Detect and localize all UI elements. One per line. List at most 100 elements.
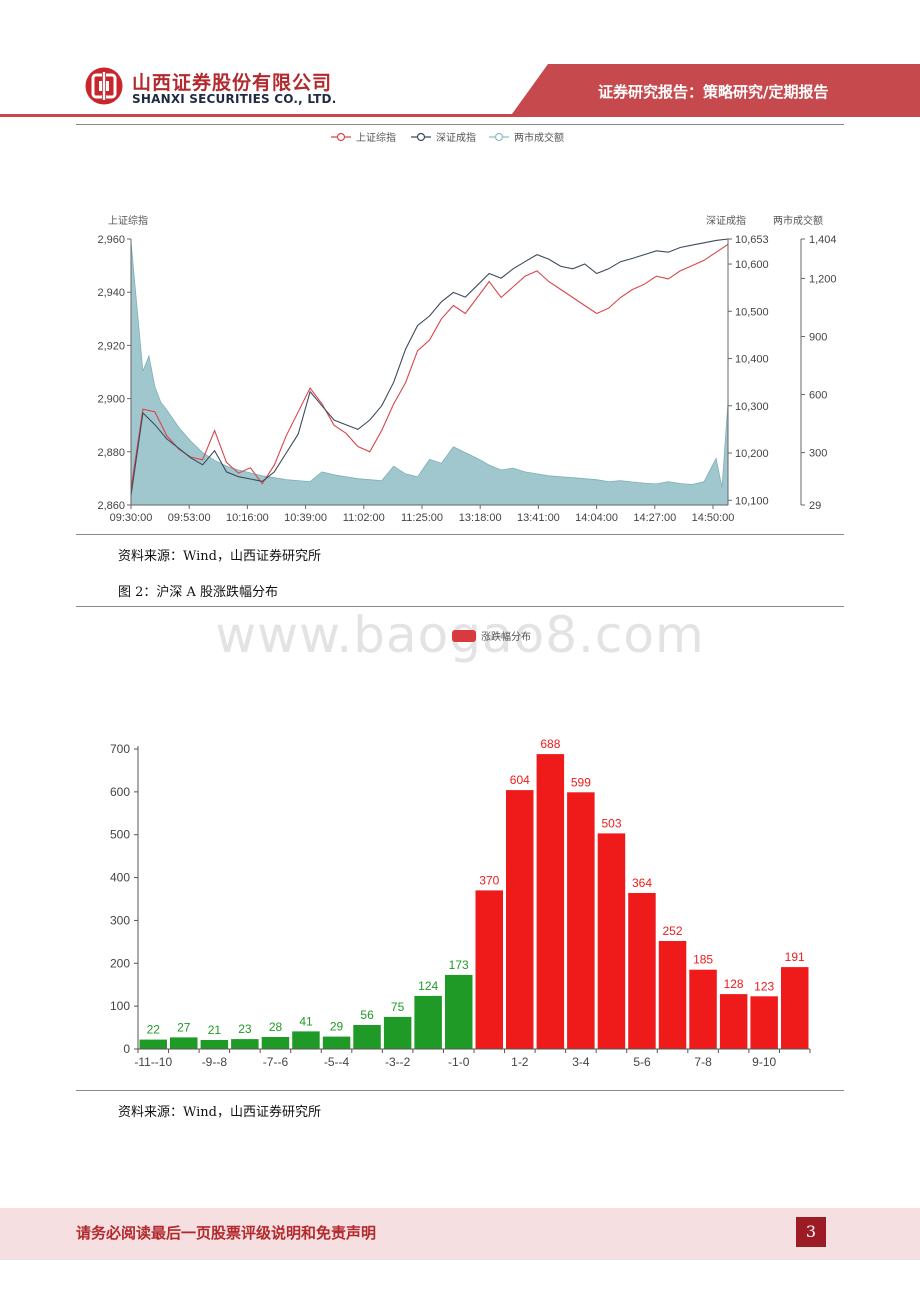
- chart1-legend: 上证综指 深证成指 两市成交额: [331, 131, 564, 144]
- right-axis-title-2: 两市成交额: [773, 214, 823, 227]
- chart1-axes: 2,860 2,880 2,900 2,920 2,940 2,960 10,100 10,2…: [97, 234, 836, 524]
- bar-value-label: 688: [540, 737, 560, 751]
- left-axis-title: 上证综指: [108, 214, 148, 227]
- figure2-bottom-rule: [76, 1090, 844, 1091]
- bar-5-6: [628, 893, 656, 1049]
- page-number: 3: [796, 1217, 826, 1247]
- company-name-en: SHANXI SECURITIES CO., LTD.: [132, 92, 337, 106]
- bar-2-3: [536, 754, 565, 1049]
- bar-value-label: 27: [177, 1020, 191, 1034]
- right1-tick-label: 10,600: [735, 259, 769, 271]
- right2-tick-label: 1,200: [809, 273, 837, 285]
- x-tick-label: 09:53:00: [168, 512, 211, 524]
- y-tick-label: 300: [110, 913, 130, 927]
- bar-value-label: 56: [360, 1008, 374, 1022]
- left-tick-label: 2,880: [97, 447, 125, 459]
- x-tick-label: -7--6: [263, 1055, 289, 1069]
- bar-value-label: 75: [391, 1000, 405, 1014]
- right2-tick-label: 1,404: [809, 234, 837, 246]
- report-type-label: 证券研究报告：策略研究/定期报告: [598, 83, 829, 101]
- turnover-area-series: [130, 241, 729, 506]
- bar--10--9: [170, 1037, 198, 1049]
- bar-value-label: 503: [601, 816, 621, 830]
- x-tick-label: 13:41:00: [517, 512, 560, 524]
- x-tick-label: 10:16:00: [226, 512, 269, 524]
- bar-value-label: 21: [208, 1023, 222, 1037]
- y-tick-label: 200: [110, 956, 130, 970]
- figure1-top-rule: [76, 124, 844, 125]
- bar--4--3: [353, 1025, 381, 1049]
- x-tick-label: -3--2: [385, 1055, 411, 1069]
- bar--6--5: [292, 1031, 320, 1049]
- x-tick-label: -9--8: [202, 1055, 228, 1069]
- legend-label-sh: 上证综指: [356, 131, 396, 144]
- bar--11--10: [139, 1039, 167, 1049]
- left-tick-label: 2,920: [97, 340, 125, 352]
- turnover-area: [130, 241, 729, 506]
- x-tick-label: 09:30:00: [110, 512, 153, 524]
- legend-label-turnover: 两市成交额: [514, 131, 564, 144]
- x-tick-label: -1-0: [448, 1055, 470, 1069]
- footer-disclaimer: 请务必阅读最后一页股票评级说明和免责声明: [76, 1224, 377, 1242]
- chart2-legend: 涨跌幅分布: [452, 630, 531, 643]
- distribution-bar-chart: 涨跌幅分布 22 27 21 23 28 41 29 56 75 124 173 370 604 688 5…: [110, 630, 811, 1069]
- y-tick-label: 400: [110, 871, 130, 885]
- bar-value-label: 173: [449, 958, 469, 972]
- x-tick-label: 13:18:00: [459, 512, 502, 524]
- figure2-top-rule: [76, 606, 844, 607]
- bar-value-label: 28: [269, 1020, 283, 1034]
- bar-value-label: 123: [754, 979, 774, 993]
- x-tick-label: -11--10: [134, 1055, 172, 1069]
- bar-series: 22 27 21 23 28 41 29 56 75 124 173 370 604 688 599 503 3…: [139, 737, 809, 1049]
- right1-tick-label: 10,500: [735, 306, 769, 318]
- bar-value-label: 185: [693, 953, 713, 967]
- y-tick-label: 700: [110, 742, 130, 756]
- left-tick-label: 2,900: [97, 394, 125, 406]
- right1-tick-label: 10,200: [735, 448, 769, 460]
- company-name-cn: 山西证券股份有限公司: [132, 72, 333, 94]
- header-band: [0, 64, 920, 117]
- bar-value-label: 128: [724, 977, 744, 991]
- bar-3-4: [567, 792, 595, 1049]
- bar--3--2: [383, 1016, 412, 1049]
- x-tick-label: 7-8: [694, 1055, 712, 1069]
- figure1-bottom-rule: [76, 534, 844, 535]
- right2-tick-label: 600: [809, 390, 827, 402]
- figure2-caption: 图 2：沪深 A 股涨跌幅分布: [118, 585, 279, 600]
- bar-value-label: 599: [571, 775, 591, 789]
- bar-7-8: [689, 969, 717, 1049]
- right1-tick-label: 10,400: [735, 354, 769, 366]
- legend-item-sz: 深证成指: [411, 131, 476, 144]
- x-tick-label: 14:27:00: [633, 512, 676, 524]
- bar-value-label: 41: [299, 1014, 313, 1028]
- y-tick-label: 100: [110, 999, 130, 1013]
- x-tick-label: 3-4: [572, 1055, 590, 1069]
- intraday-index-chart: 上证综指 深证成指 两市成交额 上证综指 深证成指 两市成交额 2,8602,8…: [97, 131, 836, 524]
- right2-tick-label: 300: [809, 448, 827, 460]
- y-tick-label: 600: [110, 785, 130, 799]
- left-tick-label: 2,960: [97, 234, 125, 246]
- bar-value-label: 124: [418, 979, 438, 993]
- x-tick-label: 5-6: [633, 1055, 651, 1069]
- legend-item-turnover: 两市成交额: [489, 131, 564, 144]
- right2-tick-label: 900: [809, 332, 827, 344]
- company-logo-icon: [85, 67, 123, 105]
- left-tick-label: 2,940: [97, 287, 125, 299]
- legend-label-distribution: 涨跌幅分布: [481, 630, 531, 643]
- chart2-axes: 0 100 200 300 400 500 600 700 -11--10 -9--8 -7--6 -…: [110, 742, 811, 1069]
- x-tick-label: 11:02:00: [343, 512, 385, 524]
- right1-tick-label: 10,100: [735, 495, 769, 507]
- left-tick-label: 2,860: [97, 500, 125, 512]
- bar-value-label: 252: [662, 924, 682, 938]
- right1-tick-label: 10,300: [735, 401, 769, 413]
- right2-tick-label: 29: [809, 500, 821, 512]
- bar-0-1: [475, 890, 503, 1049]
- legend-label-sz: 深证成指: [436, 131, 476, 144]
- bar--1-0: [445, 974, 473, 1049]
- bar-9-10: [750, 996, 778, 1049]
- x-tick-label: 10:39:00: [284, 512, 327, 524]
- y-tick-label: 500: [110, 828, 130, 842]
- bar-value-label: 29: [330, 1020, 344, 1034]
- right1-tick-label: 10,653: [735, 234, 769, 246]
- figure2-source: 资料来源：Wind，山西证券研究所: [118, 1105, 321, 1120]
